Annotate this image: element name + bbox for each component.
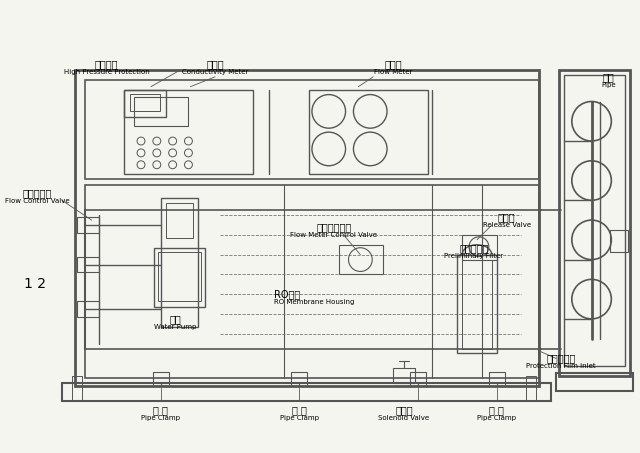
Bar [84, 185, 540, 378]
Bar [62, 383, 551, 401]
Bar [556, 373, 633, 391]
Text: Flow Meter Control Valve: Flow Meter Control Valve [290, 232, 377, 238]
Text: Pipe Clamp: Pipe Clamp [280, 414, 319, 421]
Text: Pipe Clamp: Pipe Clamp [477, 414, 516, 421]
Text: Solenoid Valve: Solenoid Valve [378, 414, 429, 421]
Bar [457, 255, 497, 353]
Bar [72, 376, 82, 401]
Bar [77, 217, 99, 233]
Text: 放气阀: 放气阀 [498, 212, 515, 222]
Bar [77, 257, 99, 272]
Text: 高压保护: 高压保护 [95, 59, 118, 69]
Text: 电导仪: 电导仪 [206, 59, 224, 69]
Bar [489, 372, 504, 386]
Bar [309, 90, 428, 173]
Bar [611, 230, 628, 252]
Text: 保安膜过滤: 保安膜过滤 [460, 243, 489, 253]
Text: Release Valve: Release Valve [483, 222, 531, 228]
Bar [130, 94, 160, 111]
Text: 水泵: 水泵 [170, 314, 182, 324]
Text: 水量控制阀: 水量控制阀 [22, 188, 52, 198]
Bar [410, 372, 426, 386]
Bar [564, 75, 625, 366]
Text: 扣 子: 扣 子 [490, 405, 504, 415]
Text: Protection Film Inlet: Protection Film Inlet [526, 363, 596, 369]
Text: 扣 子: 扣 子 [292, 405, 307, 415]
Text: High Pressure Protection: High Pressure Protection [63, 69, 149, 75]
Bar [462, 260, 492, 348]
Text: Flow Control Valve: Flow Control Valve [5, 198, 70, 204]
Text: 保安膜进口: 保安膜进口 [547, 353, 575, 363]
Bar [84, 80, 540, 178]
Text: 扣 子: 扣 子 [154, 405, 168, 415]
Text: 流量计控制阀: 流量计控制阀 [316, 222, 351, 232]
Text: Water Pump: Water Pump [154, 324, 196, 330]
Bar [77, 301, 99, 317]
Bar [75, 70, 540, 386]
Text: RO Membrane Housing: RO Membrane Housing [275, 299, 355, 305]
Text: Pipe Clamp: Pipe Clamp [141, 414, 180, 421]
Text: RO膜壳: RO膜壳 [275, 289, 301, 299]
Text: 流量计: 流量计 [384, 59, 402, 69]
Bar [462, 235, 497, 260]
Bar [393, 368, 415, 383]
Text: 1 2: 1 2 [24, 277, 46, 291]
Text: Preliminary Filter: Preliminary Filter [444, 253, 504, 259]
Bar [291, 372, 307, 386]
Bar [166, 203, 193, 238]
Bar [124, 90, 166, 117]
Text: Conductivity Meter: Conductivity Meter [182, 69, 248, 75]
Bar [153, 372, 169, 386]
Bar [158, 252, 202, 301]
Bar [161, 198, 198, 327]
Bar [559, 70, 630, 376]
Bar [134, 96, 188, 126]
Text: 管子: 管子 [602, 72, 614, 82]
Bar [124, 90, 253, 173]
Bar [339, 245, 383, 275]
Text: 电磁阀: 电磁阀 [395, 405, 413, 415]
Bar [154, 248, 205, 307]
Text: Flow Meter: Flow Meter [374, 69, 412, 75]
Bar [526, 376, 536, 401]
Text: Pipe: Pipe [601, 82, 616, 88]
